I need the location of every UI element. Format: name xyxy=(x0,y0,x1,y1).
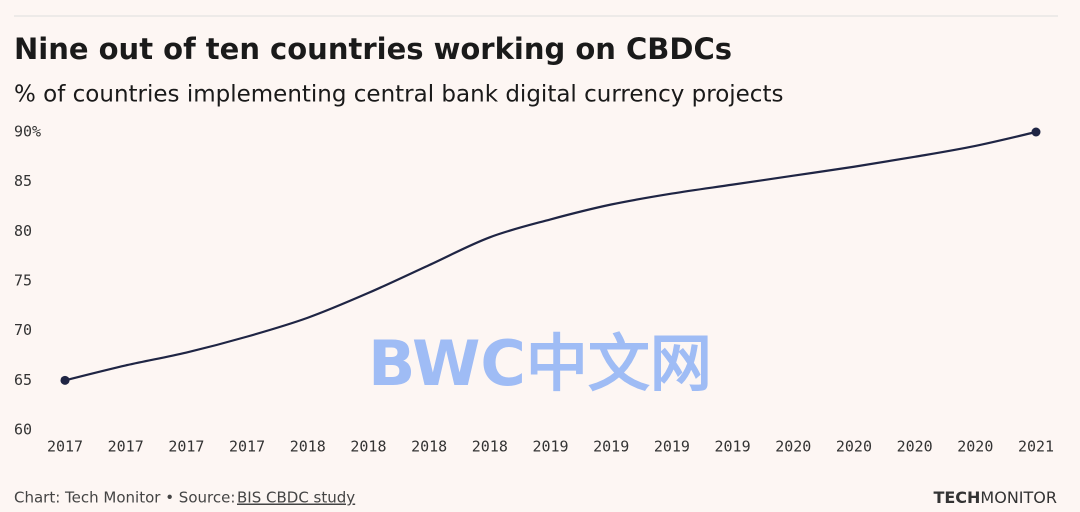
x-tick-label: 2019 xyxy=(532,438,568,456)
x-tick-label: 2018 xyxy=(350,438,386,456)
x-tick-label: 2021 xyxy=(1018,438,1054,456)
x-tick-label: 2018 xyxy=(472,438,508,456)
brand-monitor: MONITOR xyxy=(980,488,1057,507)
y-tick-label: 80 xyxy=(14,222,32,240)
end-point xyxy=(60,375,70,385)
y-tick-label: 85 xyxy=(14,172,32,190)
source: Chart: Tech Monitor • Source: xyxy=(14,489,235,507)
x-tick-label: 2020 xyxy=(957,438,993,456)
x-tick-label: 2017 xyxy=(47,438,83,456)
line xyxy=(64,130,1037,382)
y-tick-label: 75 xyxy=(14,272,32,290)
x-tick-label: 2019 xyxy=(715,438,751,456)
watermark: BWC中文网 xyxy=(368,327,712,400)
x-tick-label: 2019 xyxy=(654,438,690,456)
chart-subtitle: % of countries implementing central bank… xyxy=(14,82,783,108)
x-tick-label: 2020 xyxy=(836,438,872,456)
x-tick-label: 2017 xyxy=(168,438,204,456)
brand: TECHMONITOR xyxy=(933,488,1057,507)
chart-title: Nine out of ten countries working on CBD… xyxy=(14,32,732,66)
brand-tech: TECH xyxy=(933,488,980,507)
x-tick-label: 2019 xyxy=(593,438,629,456)
y-tick-label: 70 xyxy=(14,321,32,339)
x-tick-label: 2018 xyxy=(290,438,326,456)
x-tick-label: 2018 xyxy=(411,438,447,456)
y-tick-label: 60 xyxy=(14,421,32,439)
x-tick-label: 2017 xyxy=(229,438,265,456)
y-tick-label: 90% xyxy=(14,123,41,141)
end-point xyxy=(1031,127,1041,137)
y-tick-label: 65 xyxy=(14,371,32,389)
x-tick-label: 2017 xyxy=(108,438,144,456)
x-tick-label: 2020 xyxy=(897,438,933,456)
x-tick-label: 2020 xyxy=(775,438,811,456)
source-link[interactable]: BIS CBDC study xyxy=(237,489,355,507)
